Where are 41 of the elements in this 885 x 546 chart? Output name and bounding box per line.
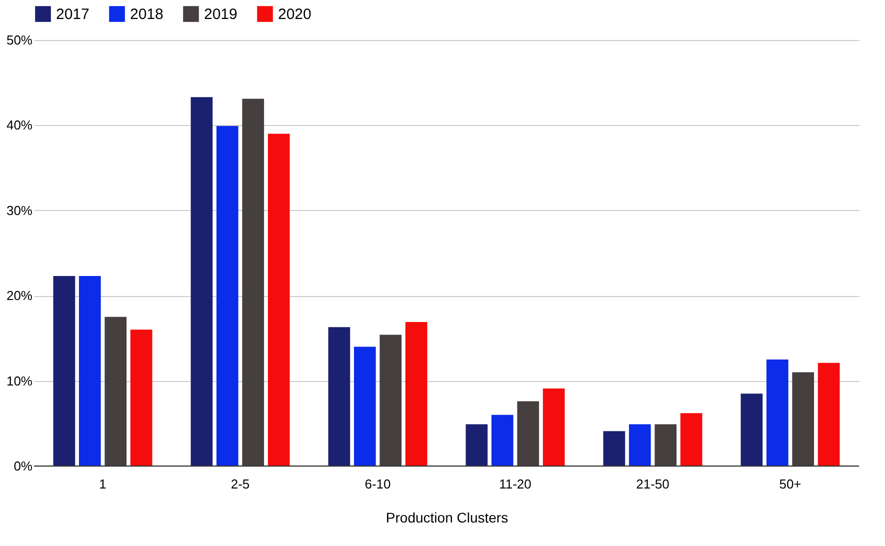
y-tick-label: 0% — [14, 458, 33, 474]
bar — [242, 98, 264, 466]
bar — [818, 362, 840, 466]
x-tick-label: 1 — [99, 476, 106, 492]
x-tick-label: 21-50 — [636, 476, 670, 492]
y-tick-label: 10% — [6, 373, 33, 388]
x-tick-label: 11-20 — [499, 476, 532, 492]
bar — [268, 134, 290, 466]
x-axis-title: Production Clusters — [386, 510, 508, 526]
legend-label: 2018 — [130, 6, 164, 23]
legend-label: 2020 — [278, 6, 312, 23]
bar — [654, 424, 677, 466]
bar — [466, 424, 488, 466]
y-tick-label: 50% — [6, 32, 33, 48]
bar — [53, 276, 76, 466]
bar — [190, 97, 213, 466]
legend-label: 2017 — [56, 6, 90, 23]
bar — [542, 388, 565, 466]
bar — [740, 394, 763, 466]
bar — [628, 424, 651, 466]
bar — [491, 414, 514, 466]
y-tick-label: 20% — [6, 288, 33, 304]
bar — [328, 327, 350, 466]
x-tick-label: 6-10 — [364, 476, 391, 492]
bar — [680, 413, 702, 466]
bar — [78, 276, 101, 466]
x-tick-label: 50+ — [779, 476, 802, 492]
bar — [517, 401, 540, 466]
bar — [216, 126, 238, 466]
bar — [603, 431, 626, 466]
legend-label: 2019 — [204, 6, 238, 23]
bar — [405, 322, 428, 466]
bar — [354, 346, 376, 466]
bar — [792, 372, 814, 466]
bar — [766, 360, 788, 466]
bar — [104, 316, 127, 466]
bar — [130, 330, 152, 466]
y-tick-label: 40% — [6, 118, 33, 133]
x-tick-label: 2-5 — [230, 476, 250, 492]
y-tick-label: 30% — [6, 202, 33, 218]
bar — [380, 334, 402, 466]
